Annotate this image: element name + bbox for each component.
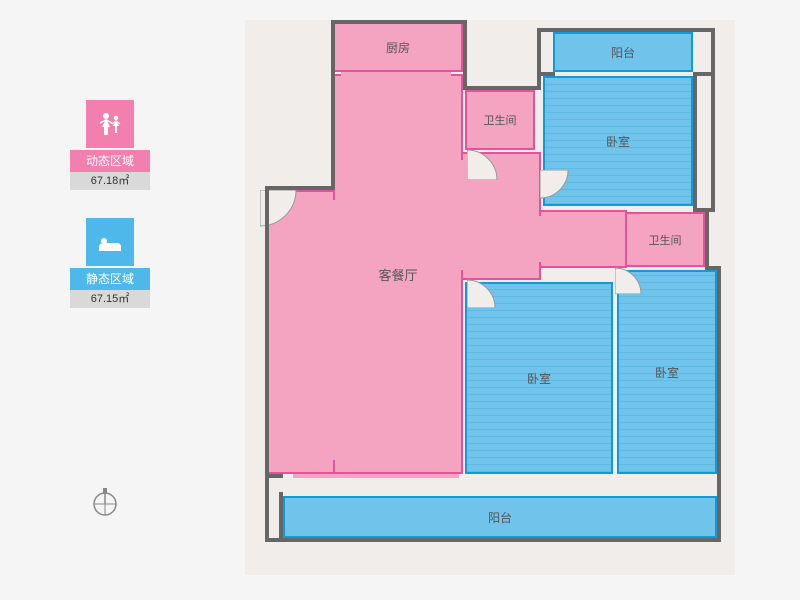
door-door-bed-se [615, 242, 667, 294]
opening-gap-kitchen [341, 72, 451, 76]
wall-1 [463, 20, 467, 90]
legend-dynamic-label: 动态区域 [70, 150, 150, 172]
floorplan: 厨房阳台卫生间卧室卫生间客餐厅卧室卧室阳台 [245, 20, 735, 575]
wall-15 [717, 266, 721, 542]
room-label-kitchen: 厨房 [386, 39, 410, 56]
room-bedroom-se: 卧室 [617, 270, 717, 474]
opening-gap-living-ext [333, 200, 337, 460]
wall-13 [265, 186, 269, 542]
room-kitchen: 厨房 [333, 22, 463, 72]
wall-12 [265, 186, 335, 190]
door-door-bath1 [467, 120, 527, 180]
room-label-balcony-top: 阳台 [611, 44, 635, 61]
wall-5 [537, 28, 715, 32]
room-label-bedroom-sw: 卧室 [527, 370, 551, 387]
wall-17 [705, 208, 709, 270]
wall-2 [463, 86, 541, 90]
legend-static-value: 67.15㎡ [70, 290, 150, 308]
wall-4 [537, 28, 541, 76]
opening-gap-balcony-bot [293, 474, 459, 478]
wall-10 [537, 72, 555, 76]
legend-static-label: 静态区域 [70, 268, 150, 290]
wall-11 [331, 20, 335, 190]
room-label-living: 客餐厅 [378, 265, 417, 284]
door-door-entry [260, 190, 332, 262]
wall-0 [331, 20, 465, 24]
compass-icon [85, 480, 125, 520]
room-living: 客餐厅 [333, 74, 463, 474]
door-door-bed-ne [540, 170, 596, 226]
opening-gap-hall [461, 160, 465, 270]
legend-static: 静态区域 67.15㎡ [70, 218, 150, 308]
wall-19 [265, 474, 283, 478]
wall-6 [711, 28, 715, 208]
wall-9 [693, 208, 715, 212]
sleep-icon [86, 218, 134, 266]
room-balcony-top: 阳台 [553, 32, 693, 72]
room-label-bedroom-se: 卧室 [655, 364, 679, 381]
people-icon [86, 100, 134, 148]
wall-18 [279, 492, 283, 542]
room-bedroom-sw: 卧室 [465, 282, 613, 474]
room-label-bedroom-ne: 卧室 [606, 133, 630, 150]
legend-dynamic-value: 67.18㎡ [70, 172, 150, 190]
door-door-bed-sw [467, 252, 523, 308]
wall-8 [693, 72, 697, 212]
wall-14 [265, 538, 721, 542]
room-label-balcony-bot: 阳台 [488, 509, 512, 526]
legend-panel: 动态区域 67.18㎡ 静态区域 67.15㎡ [70, 100, 150, 336]
room-balcony-bot: 阳台 [283, 496, 717, 538]
legend-dynamic: 动态区域 67.18㎡ [70, 100, 150, 190]
